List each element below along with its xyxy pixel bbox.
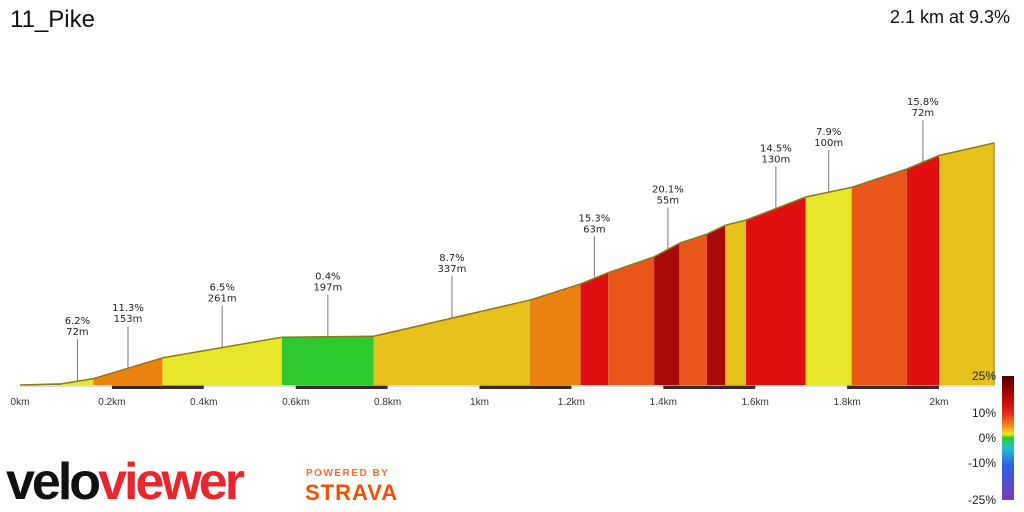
- profile-outline: [607, 256, 655, 274]
- profile-segment: [939, 143, 995, 385]
- profile-segment: [281, 336, 374, 385]
- annotation-gradient: 6.5%: [209, 283, 234, 294]
- profile-segment: [725, 220, 747, 385]
- legend-label: 25%: [972, 369, 996, 383]
- annotation-gradient: 6.2%: [65, 316, 90, 327]
- x-tick-label: 1.4km: [650, 397, 677, 408]
- logo-velo: velo: [6, 453, 101, 511]
- strava-logo[interactable]: STRAVA: [305, 480, 399, 505]
- profile-segment: [851, 168, 907, 385]
- profile-segment: [93, 357, 163, 385]
- x-tick-label: 0.6km: [282, 397, 309, 408]
- annotation-length: 197m: [313, 283, 342, 294]
- x-tick-label: 0.8km: [374, 397, 401, 408]
- legend-label: 10%: [972, 406, 996, 420]
- annotation-gradient: 0.4%: [315, 272, 340, 283]
- x-axis-band: [847, 385, 939, 389]
- profile-segment: [608, 256, 655, 385]
- annotation-length: 72m: [912, 108, 934, 119]
- x-tick-label: 1.2km: [558, 397, 585, 408]
- gradient-colorbar: [1002, 376, 1014, 500]
- annotation-length: 100m: [814, 138, 843, 149]
- profile-outline: [805, 186, 852, 198]
- logo-viewer: viewer: [98, 453, 245, 511]
- profile-segment: [706, 225, 726, 385]
- x-tick-label: 1km: [470, 397, 489, 408]
- annotation-length: 261m: [208, 294, 237, 305]
- annotation-length: 63m: [583, 224, 605, 235]
- profile-outline: [851, 168, 908, 189]
- annotation-gradient: 8.7%: [439, 253, 464, 264]
- profile-segment: [746, 197, 806, 385]
- profile-outline: [706, 224, 726, 235]
- annotation-gradient: 15.8%: [907, 97, 939, 108]
- annotation-gradient: 15.3%: [578, 213, 610, 224]
- x-axis: 0km 0.2km 0.4km 0.6km 0.8km 1km 1.2km 1.4km 1.6k…: [11, 385, 995, 408]
- profile-segment: [530, 283, 581, 385]
- profile-outline: [938, 142, 995, 157]
- x-axis-band: [295, 385, 388, 389]
- profile-segment: [373, 300, 531, 385]
- annotation-gradient: 14.5%: [760, 144, 792, 155]
- annotation-length: 55m: [657, 195, 679, 206]
- profile-segment: [906, 155, 939, 385]
- x-axis-band: [479, 385, 572, 389]
- annotation-length: 153m: [114, 314, 143, 325]
- annotation-length: 130m: [761, 155, 790, 166]
- profile-segment: [580, 272, 609, 385]
- profile-segment: [679, 234, 707, 385]
- x-tick-label: 0.4km: [190, 397, 217, 408]
- profile-outline: [19, 383, 62, 386]
- x-axis-band: [663, 385, 756, 389]
- segment-annotations: 6.2%72m11.3%153m6.5%261m0.4%197m8.7%337m…: [65, 97, 939, 382]
- profile-segments: [19, 142, 995, 386]
- annotation-gradient: 11.3%: [112, 303, 144, 314]
- x-tick-label: 1.8km: [833, 397, 860, 408]
- x-tick-label: 0km: [11, 397, 30, 408]
- legend-label: 0%: [979, 431, 997, 445]
- x-tick-label: 0.2km: [98, 397, 125, 408]
- segment-title: 11_Pike: [10, 6, 95, 33]
- profile-outline: [725, 219, 747, 227]
- profile-outline: [653, 242, 680, 258]
- profile-segment: [162, 337, 282, 385]
- annotation-gradient: 7.9%: [816, 127, 841, 138]
- legend-label: -25%: [968, 493, 996, 507]
- annotation-length: 72m: [66, 327, 88, 338]
- powered-by-label: POWERED BY: [306, 468, 390, 479]
- profile-segment: [654, 243, 680, 385]
- profile-outline: [679, 233, 708, 244]
- profile-segment: [805, 187, 852, 385]
- annotation-length: 337m: [438, 264, 467, 275]
- segment-summary: 2.1 km at 9.3%: [889, 7, 1010, 27]
- veloviewer-logo[interactable]: veloviewer: [6, 452, 245, 512]
- legend-label: -10%: [968, 456, 996, 470]
- annotation-gradient: 20.1%: [652, 184, 684, 195]
- gradient-legend: 25% 10% 0% -10% -25%: [968, 369, 1014, 507]
- x-axis-band: [111, 385, 204, 389]
- profile-outline: [529, 283, 581, 301]
- x-tick-label: 2km: [930, 397, 949, 408]
- x-tick-label: 1.6km: [742, 397, 769, 408]
